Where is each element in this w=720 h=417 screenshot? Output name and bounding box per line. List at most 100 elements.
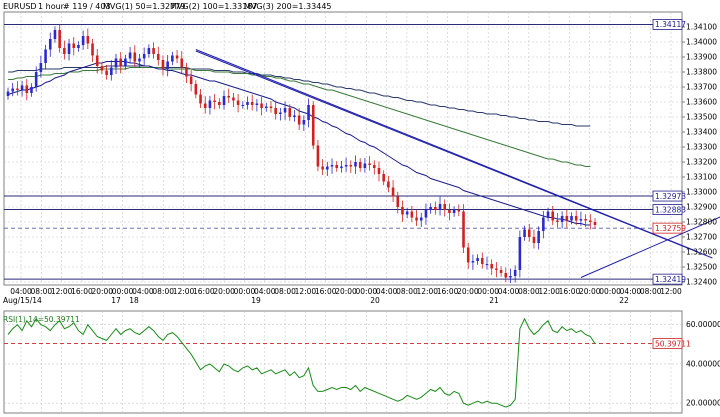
ma200-line (8, 65, 591, 127)
price-tick-label: 1.32600 (686, 248, 717, 257)
candle-body (156, 54, 160, 60)
candle-body (213, 100, 216, 102)
time-hour-label: 08:00 (31, 287, 53, 296)
candle-body (269, 106, 273, 108)
candle-body (396, 196, 400, 207)
time-hour-label: 20:00 (91, 287, 113, 296)
price-tick-label: 1.33000 (686, 188, 717, 197)
candle-body (574, 216, 578, 221)
price-tick-label: 1.33500 (686, 113, 717, 122)
time-hour-label: 08:00 (640, 287, 662, 296)
candle-body (307, 105, 310, 120)
rsi-panel (3, 310, 683, 414)
header-bars: # 119 / 403 (63, 2, 111, 11)
time-hour-label: 00:00 (477, 287, 499, 296)
candle-body (133, 52, 137, 62)
candle-body (448, 210, 451, 213)
candle-body (297, 115, 301, 125)
candle-body (377, 168, 381, 174)
price-tick-label: 1.32900 (686, 203, 717, 212)
candle-body (171, 55, 174, 62)
candle-body (67, 43, 71, 54)
candle-body (255, 103, 259, 105)
time-date-label: 19 (251, 296, 261, 305)
candle-body (39, 63, 43, 72)
candle-body (138, 58, 141, 62)
time-date-label: 18 (129, 296, 139, 305)
candle-body (264, 106, 268, 108)
candle-body (311, 105, 315, 146)
candle-body (34, 72, 38, 87)
trendlines (195, 49, 720, 278)
candle-body (20, 85, 24, 90)
candle-body (443, 204, 447, 210)
header-ma3: MVG(3) 200=1.33445 (244, 2, 332, 11)
rsi-grid (4, 311, 682, 413)
candle-body (476, 258, 479, 261)
price-level-labels: 1.34117 1.32973 1.32883 1.32759 1.32419 (652, 19, 686, 285)
candle-body (495, 268, 498, 270)
candle-body (481, 258, 484, 264)
candle-body (100, 66, 104, 71)
candle-body (114, 58, 118, 68)
candle-body (391, 187, 395, 197)
candle-body (81, 36, 85, 45)
candle-body (152, 48, 155, 54)
candle-body (434, 207, 437, 210)
candle-body (260, 103, 263, 108)
candle-body (560, 216, 564, 222)
time-hour-label: 00:00 (234, 287, 256, 296)
candle-body (513, 270, 517, 276)
candle-body (335, 165, 339, 168)
price-tick-label: 1.33700 (686, 83, 717, 92)
candle-body (368, 163, 371, 165)
time-hour-label: 16:00 (437, 287, 459, 296)
time-hour-label: 04:00 (132, 287, 154, 296)
candle-body (236, 100, 240, 105)
time-hour-label: 16:00 (71, 287, 93, 296)
candle-body (124, 58, 127, 66)
candle-body (532, 237, 536, 243)
trendline (580, 216, 720, 278)
rsi-value-box (652, 338, 683, 349)
ma100-line (8, 67, 591, 167)
candle-body (48, 39, 52, 50)
time-hour-label: 12:00 (51, 287, 73, 296)
price-panel (3, 11, 683, 286)
price-tick-label: 1.32400 (686, 278, 717, 287)
rsi-series-line (7, 317, 596, 408)
price-tick-label: 1.34000 (686, 38, 717, 47)
price-level-box-label: 1.32973 (655, 192, 686, 201)
price-level-box (652, 273, 683, 285)
candle-body (232, 97, 235, 101)
rsi-line (7, 317, 596, 408)
candle-body (499, 270, 503, 273)
time-hour-label: 12:00 (295, 287, 317, 296)
price-grid (4, 26, 682, 283)
time-hour-label: 20:00 (457, 287, 479, 296)
candle-body (58, 30, 61, 48)
time-hour-label: 12:00 (538, 287, 560, 296)
time-hour-label: 16:00 (193, 287, 215, 296)
price-level-box (652, 190, 683, 202)
candle-body (570, 216, 573, 221)
candle-body (330, 165, 334, 167)
candle-body (387, 181, 390, 188)
candle-body (128, 52, 132, 59)
time-hour-label: 00:00 (112, 287, 134, 296)
candle-body (110, 67, 113, 75)
candle-body (16, 88, 19, 90)
price-levels (4, 23, 682, 280)
candle-body (185, 67, 188, 77)
candle-body (166, 61, 169, 69)
candle-body (142, 54, 146, 59)
candle-body (241, 105, 245, 106)
time-date-label: 22 (619, 296, 629, 305)
candle-body (354, 162, 357, 167)
price-tick-label: 1.33300 (686, 143, 717, 152)
time-grid (20, 12, 672, 285)
trendline (195, 50, 713, 259)
candle-body (523, 229, 526, 237)
candle-body (509, 276, 512, 278)
candle-body (208, 100, 212, 108)
